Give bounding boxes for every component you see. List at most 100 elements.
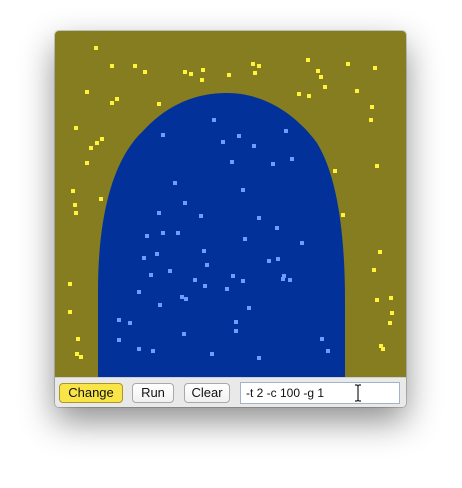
parameters-input[interactable]	[240, 382, 400, 404]
outer-particle	[76, 337, 80, 341]
outer-particle	[75, 352, 79, 356]
inner-particle	[225, 287, 229, 291]
outer-particle	[71, 189, 75, 193]
clear-button[interactable]: Clear	[184, 383, 230, 403]
outer-particle	[306, 58, 310, 62]
inner-particle	[326, 349, 330, 353]
simulation-canvas[interactable]	[55, 31, 406, 377]
outer-particle	[85, 90, 89, 94]
outer-particle	[319, 75, 323, 79]
outer-particle	[74, 126, 78, 130]
outer-particle	[110, 64, 114, 68]
outer-particle	[257, 64, 261, 68]
outer-particle	[307, 94, 311, 98]
outer-particle	[341, 213, 345, 217]
outer-particles	[68, 46, 394, 359]
inner-particle	[320, 337, 324, 341]
outer-particle	[68, 310, 72, 314]
inner-particle	[241, 279, 245, 283]
inner-particle	[212, 118, 216, 122]
inner-particle	[288, 278, 292, 282]
outer-particle	[379, 344, 383, 348]
inner-particle	[267, 259, 271, 263]
inner-particle	[247, 306, 251, 310]
inner-particle	[184, 297, 188, 301]
inner-particle	[202, 249, 206, 253]
outer-particle	[390, 311, 394, 315]
inner-particle	[193, 278, 197, 282]
outer-particle	[378, 250, 382, 254]
inner-particle	[231, 274, 235, 278]
inner-particle	[183, 201, 187, 205]
inner-particle	[210, 352, 214, 356]
inner-particle	[282, 274, 286, 278]
outer-particle	[100, 137, 104, 141]
inner-particle	[182, 332, 186, 336]
toolbar: Change Run Clear	[55, 377, 406, 407]
outer-particle	[346, 62, 350, 66]
run-button[interactable]: Run	[132, 383, 174, 403]
outer-particle	[133, 64, 137, 68]
outer-particle	[388, 321, 392, 325]
inner-particle	[137, 347, 141, 351]
outer-particle	[251, 62, 255, 66]
outer-particle	[157, 102, 161, 106]
inner-particle	[203, 284, 207, 288]
inner-particle	[281, 277, 285, 281]
inner-particles	[117, 118, 330, 360]
outer-particle	[143, 70, 147, 74]
inner-particle	[142, 256, 146, 260]
outer-particle	[375, 298, 379, 302]
inner-particle	[155, 252, 159, 256]
outer-particle	[375, 164, 379, 168]
outer-particle	[110, 101, 114, 105]
inner-particle	[117, 338, 121, 342]
outer-particle	[333, 169, 337, 173]
outer-particle	[253, 71, 257, 75]
change-button[interactable]: Change	[59, 383, 123, 403]
outer-particle	[79, 355, 83, 359]
inner-particle	[221, 140, 225, 144]
outer-particle	[369, 118, 373, 122]
inner-particle	[117, 318, 121, 322]
outer-particle	[227, 73, 231, 77]
outer-particle	[115, 97, 119, 101]
outer-particle	[381, 347, 385, 351]
outer-particle	[297, 92, 301, 96]
inner-particle	[199, 214, 203, 218]
outer-particle	[323, 85, 327, 89]
inner-particle	[149, 273, 153, 277]
outer-particle	[94, 46, 98, 50]
inner-particle	[257, 216, 261, 220]
outer-particle	[74, 211, 78, 215]
outer-particle	[373, 66, 377, 70]
inner-particle	[230, 160, 234, 164]
inner-particle	[151, 349, 155, 353]
outer-particle	[389, 296, 393, 300]
outer-particle	[200, 78, 204, 82]
inner-particle	[128, 321, 132, 325]
outer-particle	[89, 146, 93, 150]
outer-particle	[68, 282, 72, 286]
inner-particle	[271, 162, 275, 166]
outer-particle	[183, 70, 187, 74]
inner-particle	[284, 129, 288, 133]
outer-particle	[73, 203, 77, 207]
outer-particle	[99, 197, 103, 201]
inner-particle	[168, 269, 172, 273]
inner-particle	[161, 231, 165, 235]
inner-particle	[173, 181, 177, 185]
inner-particle	[243, 237, 247, 241]
inner-particle	[276, 257, 280, 261]
outer-particle	[370, 105, 374, 109]
inner-particle	[158, 303, 162, 307]
inner-particle	[205, 263, 209, 267]
outer-particle	[189, 72, 193, 76]
inner-particle	[290, 157, 294, 161]
inner-particle	[157, 211, 161, 215]
outer-particle	[316, 69, 320, 73]
inner-particle	[257, 356, 261, 360]
outer-particle	[355, 89, 359, 93]
inner-particle	[137, 290, 141, 294]
outer-particle	[201, 68, 205, 72]
